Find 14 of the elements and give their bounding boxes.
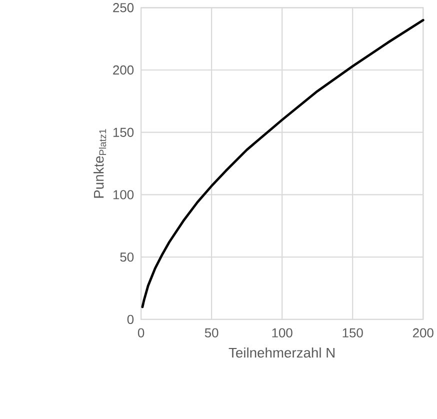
y-tick-label: 50 [120,252,134,262]
x-tick-label: 100 [272,328,292,338]
y-axis-title: Punkte$_{Platz1}$ [94,129,106,198]
x-axis-title: Teilnehmerzahl N [228,347,334,358]
y-tick-label: 200 [113,65,134,74]
y-tick-label: 0 [127,314,134,324]
y-tick-label: 150 [113,128,134,137]
x-tick-label: 200 [412,328,434,338]
y-tick-label: 100 [113,190,134,200]
line-series [141,18,424,308]
x-tick-label: 150 [342,328,363,338]
y-tick-label: 250 [113,2,134,12]
x-tick-label: 50 [204,328,218,338]
x-tick-label: 0 [138,328,144,338]
